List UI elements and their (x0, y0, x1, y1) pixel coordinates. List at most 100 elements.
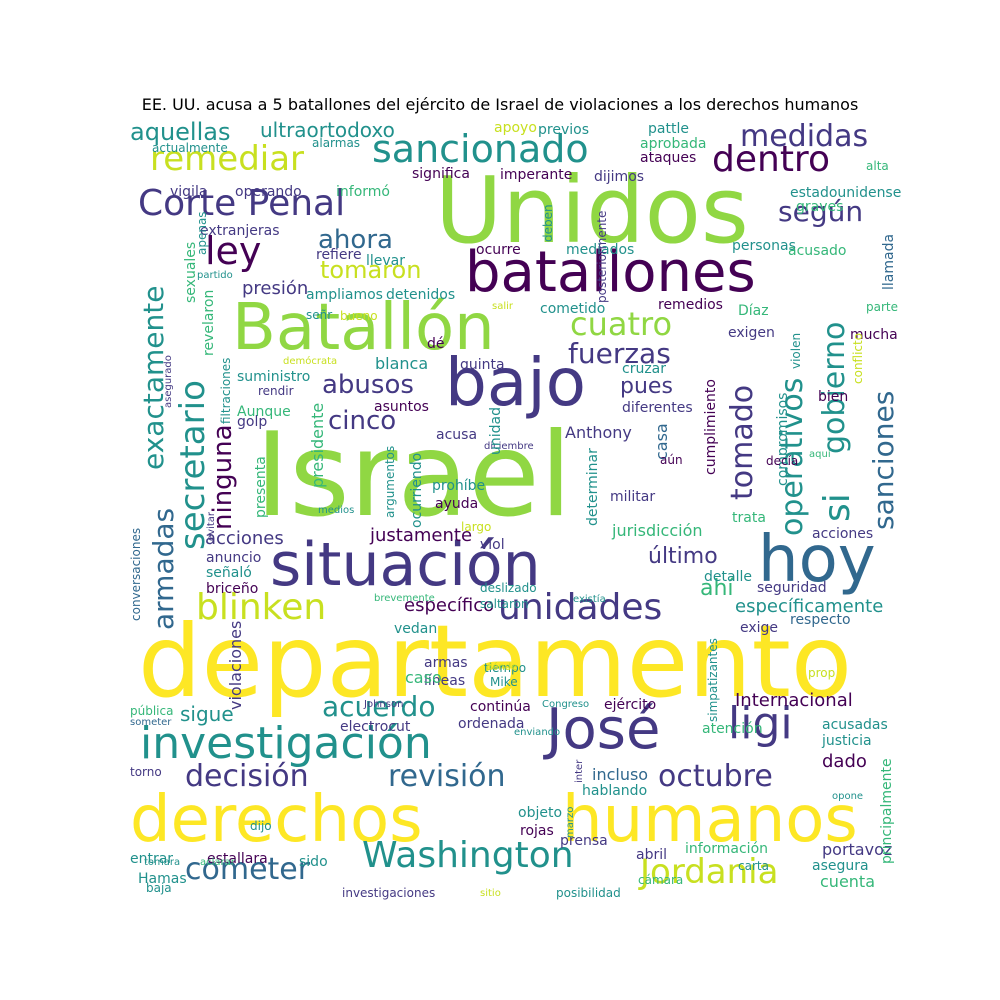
word-derechos: derechos (130, 783, 423, 857)
word-torno: torno (130, 765, 162, 779)
word-ultraortodoxo: ultraortodoxo (260, 118, 395, 142)
word-bajo: bajo (445, 344, 587, 421)
word-sigue: sigue (180, 702, 234, 726)
word-bien: bien (818, 389, 849, 405)
word-armas: armas (424, 655, 468, 671)
word-posibilidad: posibilidad (556, 886, 621, 900)
word-segun: según (778, 195, 864, 228)
word-estallara: estallara (207, 851, 268, 867)
word-ahora: ahora (318, 225, 393, 255)
word-de: dé (427, 336, 445, 352)
word-camara: cámara (638, 873, 684, 887)
word-ataques: ataques (640, 150, 697, 166)
word-acciones: acciones (205, 528, 284, 549)
word-dijo: dijo (250, 819, 272, 833)
word-anuncio: anuncio (206, 550, 262, 566)
word-posteriormente: posteriormente (595, 210, 609, 303)
word-argumentos: argumentos (383, 445, 397, 518)
word-aqui: aquí (809, 449, 831, 460)
word-si: si (817, 493, 858, 522)
word-apenas: apenas (195, 211, 209, 255)
word-acusadas: acusadas (822, 717, 888, 733)
word-johnson: Johnson (364, 699, 404, 710)
word-acuerdo: acuerdo (322, 690, 436, 723)
word-acusado: acusado (788, 243, 847, 259)
word-tomara: tomara (144, 857, 181, 868)
word-respecto: respecto (790, 612, 851, 628)
word-justamente: justamente (370, 525, 473, 546)
word-personas: personas (732, 238, 796, 254)
word-medios: medios (318, 505, 355, 516)
word-quinta: quinta (460, 357, 505, 373)
word-diaz: Díaz (738, 303, 769, 319)
word-prohibe: prohíbe (432, 478, 486, 494)
word-presidente: presidente (308, 402, 327, 488)
word-electrocut: electrocut (340, 719, 411, 735)
word-israel: Israel (255, 408, 573, 543)
word-revelaron: revelaron (201, 289, 217, 356)
word-refiere: refiere (316, 247, 362, 263)
word-exigen: exigen (728, 325, 775, 341)
word-ultimo: último (648, 544, 718, 569)
word-mucha: mucha (850, 327, 898, 343)
word-aquellas: aquellas (130, 118, 231, 146)
word-unidos: Unidos (435, 157, 749, 264)
word-democrata: demócrata (283, 356, 338, 367)
word-aclarar: aclarar (200, 857, 235, 868)
word-senalo: señaló (206, 565, 252, 581)
word-seguridad: seguridad (757, 580, 827, 596)
word-suministro: suministro (237, 369, 311, 385)
word-inter: inter (574, 759, 585, 783)
word-baja: baja (146, 881, 172, 895)
word-pues: pues (620, 374, 673, 399)
word-tomaron: tomaron (320, 256, 422, 284)
word-lineas: líneas (424, 673, 466, 689)
word-presion: presión (242, 278, 309, 299)
word-compromisos: compromisos (775, 392, 791, 486)
word-sanciones: sanciones (867, 390, 900, 530)
word-rojas: rojas (520, 823, 554, 839)
word-asegurado: asegurado (163, 355, 174, 408)
word-medidas: medidas (740, 119, 869, 154)
word-pattle: pattle (648, 121, 689, 137)
word-parte: parte (866, 300, 898, 314)
word-cruzar: cruzar (622, 361, 667, 377)
word-anthony: Anthony (565, 423, 632, 442)
word-carta: carta (738, 859, 769, 873)
word-sancionado: sancionado (372, 127, 589, 171)
word-cinco: cinco (328, 406, 397, 436)
word-departamento: departamento (138, 603, 853, 720)
word-diciembre: diciembre (484, 441, 534, 452)
word-washington: Washington (362, 835, 574, 876)
word-alta: alta (866, 159, 889, 173)
word-conflicto: conflicto (851, 332, 865, 384)
word-sido: sido (299, 854, 328, 870)
word-tomado: tomado (725, 384, 760, 500)
word-especifico: específico (404, 595, 495, 616)
word-congreso: Congreso (542, 699, 590, 710)
word-batallon: Batallón (232, 291, 495, 365)
word-informacion: información (685, 841, 769, 857)
word-cuatro: cuatro (570, 305, 673, 343)
word-briceno: briceño (206, 581, 259, 597)
word-sitio: sitio (480, 888, 501, 899)
word-investigacion: investigación (140, 718, 432, 769)
word-deslizado: deslizado (480, 581, 537, 595)
word-jordania: Jordania (640, 852, 779, 892)
word-evitar: evitar (206, 511, 217, 541)
word-ayuda: ayuda (435, 496, 479, 512)
word-saltaron: saltaron (480, 597, 529, 611)
word-jurisdiccion: jurisdicción (612, 521, 703, 540)
word-detalle: detalle (704, 569, 752, 585)
word-ahi: ahí (700, 576, 734, 601)
word-armadas: armadas (147, 507, 180, 630)
word-decia: decía (766, 454, 799, 468)
word-tiempo: tiempo (484, 661, 527, 675)
word-diferentes: diferentes (622, 400, 693, 416)
chart-title: EE. UU. acusa a 5 batallones del ejércit… (141, 95, 859, 114)
word-aun: aún (660, 453, 683, 467)
word-mediados: mediados (566, 242, 635, 258)
word-rendir: rendir (258, 384, 294, 398)
word-acciones: acciones (812, 526, 874, 542)
word-violen: violen (789, 332, 803, 369)
